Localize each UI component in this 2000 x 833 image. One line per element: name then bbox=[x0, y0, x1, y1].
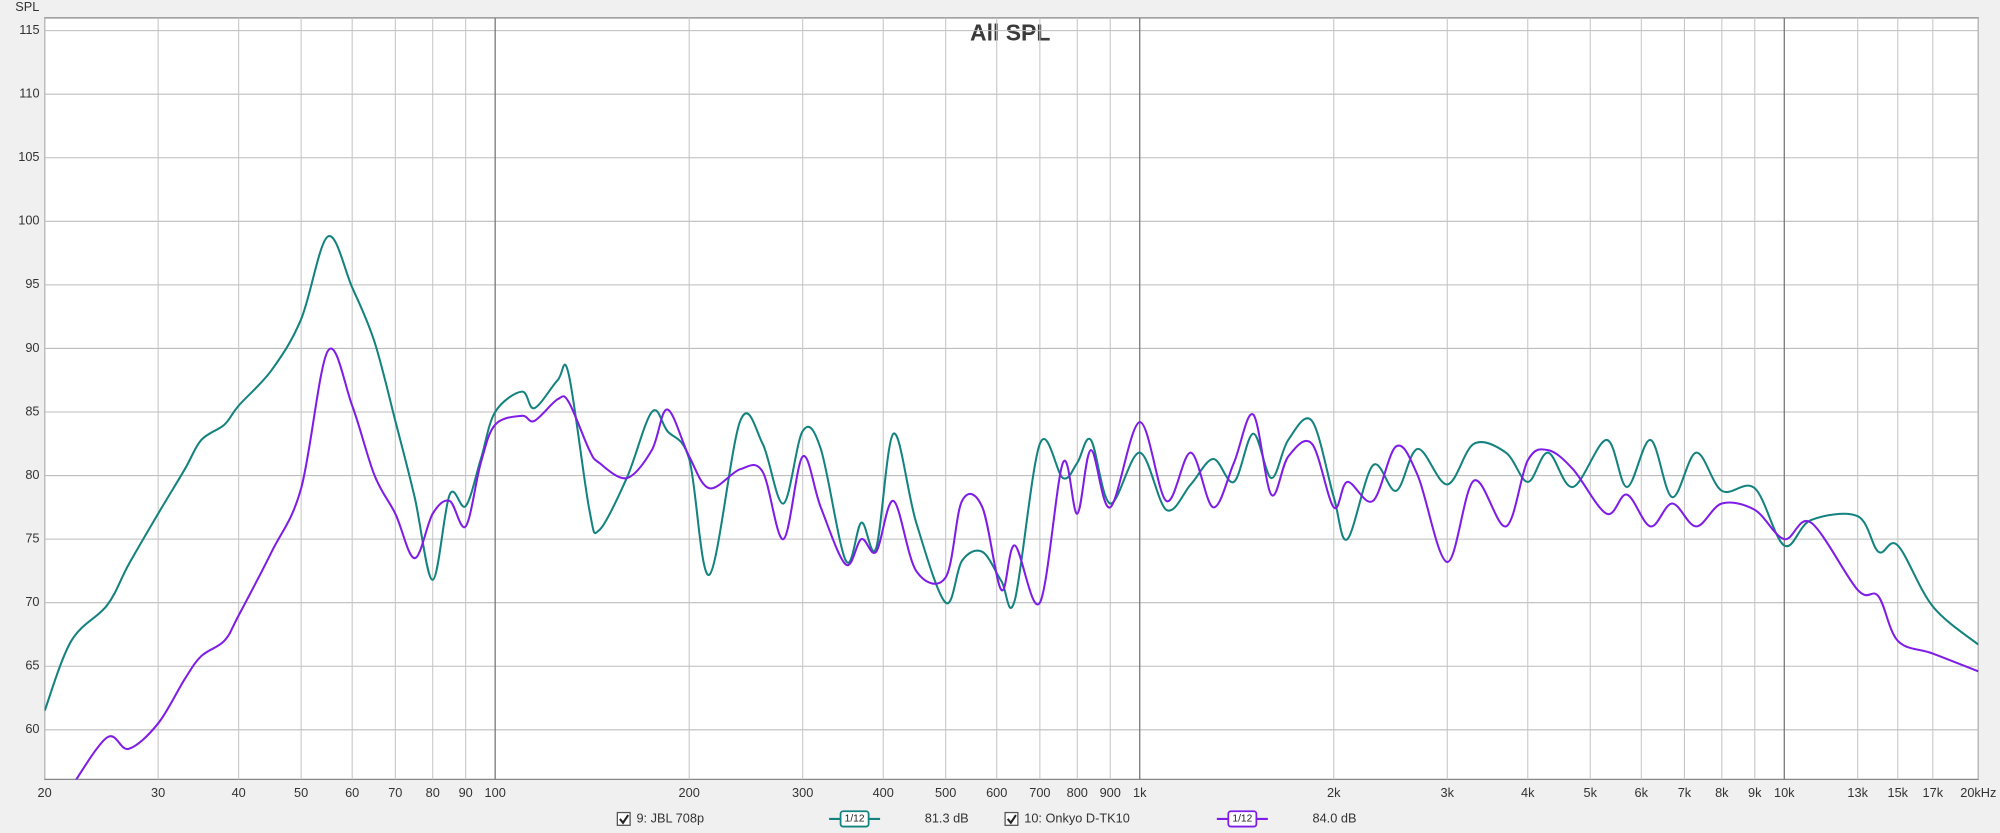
smoothing-label: 1/12 bbox=[845, 814, 865, 825]
x-tick-label: 50 bbox=[294, 785, 308, 800]
y-tick-label: 65 bbox=[25, 658, 39, 673]
x-tick-label: 40 bbox=[232, 785, 246, 800]
grid: 60 65 70 75 80 85 90 95 100 105 110 115 20 30 40 50 60 70… bbox=[18, 17, 1996, 800]
y-tick-label: 85 bbox=[25, 403, 39, 418]
y-tick-label: 105 bbox=[18, 149, 39, 164]
x-tick-label: 70 bbox=[388, 785, 402, 800]
y-tick-label: 80 bbox=[25, 467, 39, 482]
x-tick-label: 17k bbox=[1923, 785, 1944, 800]
y-tick-label: 60 bbox=[25, 721, 39, 736]
x-tick-label: 20kHz bbox=[1960, 785, 1996, 800]
y-tick-label: 100 bbox=[18, 213, 39, 228]
x-tick-label: 15k bbox=[1888, 785, 1909, 800]
x-tick-label: 300 bbox=[792, 785, 813, 800]
legend-label: 10: Onkyo D-TK10 bbox=[1024, 810, 1130, 825]
legend-level: 84.0 dB bbox=[1313, 810, 1357, 825]
legend-label: 9: JBL 708p bbox=[636, 810, 704, 825]
x-tick-label: 90 bbox=[459, 785, 473, 800]
legend: 9: JBL 708p 1/12 81.3 dB 10: Onkyo D-TK10 1/… bbox=[616, 810, 1357, 828]
x-tick-label: 20 bbox=[38, 785, 52, 800]
x-tick-label: 8k bbox=[1715, 785, 1729, 800]
smoothing-label: 1/12 bbox=[1232, 814, 1252, 825]
series-line bbox=[75, 347, 1979, 780]
y-tick-label: 115 bbox=[19, 22, 39, 37]
y-tick-label: 95 bbox=[25, 276, 39, 291]
plot-area bbox=[44, 17, 1979, 781]
x-tick-label: 30 bbox=[151, 785, 165, 800]
y-tick-label: 75 bbox=[25, 530, 39, 545]
x-tick-label: 4k bbox=[1521, 785, 1535, 800]
x-tick-label: 700 bbox=[1029, 785, 1050, 800]
x-tick-label: 60 bbox=[345, 785, 359, 800]
x-tick-label: 5k bbox=[1584, 785, 1598, 800]
x-tick-label: 2k bbox=[1327, 785, 1341, 800]
y-tick-label: 110 bbox=[19, 86, 39, 101]
x-tick-label: 3k bbox=[1441, 785, 1455, 800]
chart-title: All SPL bbox=[970, 20, 1050, 46]
x-tick-label: 13k bbox=[1847, 785, 1868, 800]
x-tick-label: 9k bbox=[1748, 785, 1762, 800]
x-tick-label: 1k bbox=[1133, 785, 1147, 800]
y-axis-label: SPL bbox=[15, 0, 39, 14]
y-tick-label: 90 bbox=[25, 340, 39, 355]
lines bbox=[44, 235, 1979, 780]
x-tick-label: 80 bbox=[426, 785, 440, 800]
x-tick-label: 10k bbox=[1774, 785, 1795, 800]
x-tick-label: 400 bbox=[873, 785, 894, 800]
checkmark bbox=[619, 814, 630, 825]
smoothing-box[interactable] bbox=[1227, 810, 1258, 828]
series-line bbox=[44, 235, 1979, 712]
x-tick-label: 500 bbox=[935, 785, 956, 800]
x-tick-label: 800 bbox=[1067, 785, 1088, 800]
checkmark bbox=[1006, 814, 1017, 825]
x-tick-label: 100 bbox=[485, 785, 506, 800]
y-tick-label: 70 bbox=[25, 594, 39, 609]
legend-level: 81.3 dB bbox=[925, 810, 969, 825]
smoothing-box[interactable] bbox=[839, 810, 870, 828]
x-tick-label: 7k bbox=[1678, 785, 1692, 800]
x-tick-label: 6k bbox=[1635, 785, 1649, 800]
x-tick-label: 600 bbox=[986, 785, 1007, 800]
x-tick-label: 900 bbox=[1100, 785, 1121, 800]
x-tick-label: 200 bbox=[679, 785, 700, 800]
